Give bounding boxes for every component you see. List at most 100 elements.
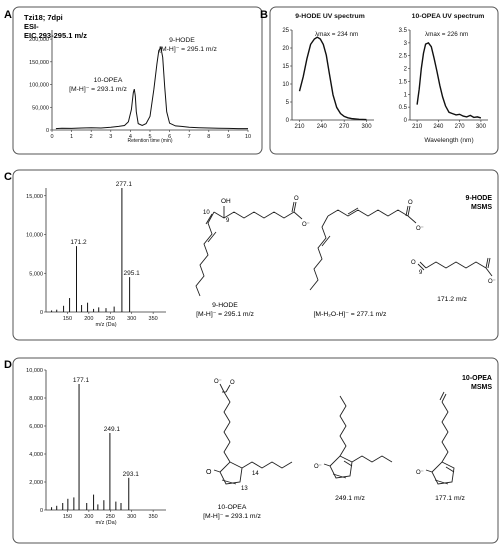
x-tick-label: 210 [412,124,423,130]
frag249-ion: 249.1 m/z [335,495,365,502]
panel-a-header-1: Tzi18; 7dpi [24,13,63,22]
uv-title-opea: 10-OPEA UV spectrum [412,13,485,20]
y-tick-label: 2,000 [29,480,43,486]
hode-carboxylate-label: O⁻ [302,222,310,228]
x-tick-label: 200 [84,316,93,322]
hode-msms-chart: 150 200 250 300 350 0 5,000 10,000 15,000 m/z (Da… [26,181,166,328]
y-tick-label: 6,000 [29,424,43,430]
x-tick-label: 10 [245,134,251,140]
peak-label: 171.2 [70,239,87,246]
frag171-carboxylate-label: O⁻ [488,279,496,285]
hode-uv-chart: 210 240 270 300 0 5 10 15 20 25 9-HODE UV spectrum… [282,13,374,130]
x-axis-label: m/z (Da) [95,520,116,526]
y-tick-label: 100,000 [29,83,49,89]
y-tick-label: 3 [404,41,408,47]
panel-a-header-3: EIC 293-295.1 m/z [24,31,87,40]
peak-annotation-opea-name: 10-OPEA [94,77,123,84]
x-tick-label: 350 [149,514,158,520]
y-tick-label: 150,000 [29,60,49,66]
x-tick-label: 6 [168,134,171,140]
x-axis-label: m/z (Da) [95,322,116,328]
opea-carbonyl-label: O [230,380,235,386]
panel-a-header-2: ESI- [24,22,39,31]
y-tick-label: 2 [404,67,408,73]
hode-oh-label: OH [221,198,231,205]
frag277-carboxylate-label: O⁻ [416,226,424,232]
uv-title-hode: 9-HODE UV spectrum [295,13,365,20]
chromatogram-chart: 0 1 2 3 4 5 6 7 8 9 10 0 50,000 100,000 150,000 200,000… [29,30,251,144]
frag171-ion: 171.2 m/z [437,296,467,303]
peak-label: 295.1 [123,270,140,277]
panel-a-frame [12,6,263,155]
x-tick-label: 270 [339,124,350,130]
hode-name: 9-HODE [212,302,238,309]
x-tick-label: 250 [106,316,115,322]
hode-carbonyl-label: O [294,196,299,202]
y-tick-label: 15 [282,64,289,70]
x-tick-label: 9 [227,134,230,140]
panel-d-title-1: 10-OPEA [462,375,492,382]
opea-msms-chart: 150 200 250 300 350 0 2,000 4,000 6,000 8,000 10,0… [26,368,166,526]
frag177-oxide-label: O⁻ [416,470,424,476]
x-tick-label: 2 [90,134,93,140]
y-tick-label: 1.5 [399,79,408,85]
x-tick-label: 1 [70,134,73,140]
panel-letter-c: C [4,171,12,183]
opea-uv-chart: 210 240 270 300 0 0.5 1 1.5 2 2.5 3 3.5 Wavelength (… [399,13,488,144]
x-tick-label: 150 [63,316,72,322]
x-tick-label: 4 [129,134,132,140]
x-tick-label: 210 [294,124,305,130]
y-tick-label: 10,000 [26,233,43,239]
panel-c-title-2: MSMS [471,204,492,211]
y-tick-label: 50,000 [32,105,49,111]
peak-label: 293.1 [123,471,140,478]
series-line [298,36,367,121]
frag171-c9-label: 9 [419,270,423,276]
y-tick-label: 5,000 [29,271,43,277]
y-tick-label: 2.5 [399,54,408,60]
peak-annotation-opea-ion: [M-H]⁻ = 293.1 m/z [69,86,127,93]
y-tick-label: 10,000 [26,368,43,374]
x-tick-label: 8 [207,134,210,140]
hode-ion: [M-H]⁻ = 295.1 m/z [196,311,254,318]
x-tick-label: 200 [84,514,93,520]
structure-249-fragment [323,395,393,479]
y-tick-label: 0.5 [399,105,408,111]
y-tick-label: 4,000 [29,452,43,458]
hode-c10-label: 10 [203,210,210,216]
y-tick-label: 0 [40,310,43,316]
x-tick-label: 0 [50,134,53,140]
y-tick-label: 0 [404,118,408,124]
panel-d-title-2: MSMS [471,384,492,391]
x-tick-label: 240 [433,124,444,130]
opea-ion: [M-H]⁻ = 293.1 m/z [203,513,261,520]
panel-c-frame [12,169,499,341]
structure-277-fragment [309,205,417,291]
x-tick-label: 5 [148,134,151,140]
opea-carboxylate-label: O⁻ [214,379,222,385]
y-tick-label: 1 [404,92,408,98]
y-tick-label: 15,000 [26,194,43,200]
peak-annotation-hode-name: 9-HODE [169,37,195,44]
opea-ketone-label: O [206,469,212,476]
frag171-aldehyde-label: O [411,260,416,266]
x-tick-label: 300 [127,316,136,322]
y-tick-label: 8,000 [29,396,43,402]
frag277-carbonyl-label: O [408,200,413,206]
y-tick-label: 0 [40,508,43,514]
lambda-max-hode: λmax = 234 nm [315,31,358,38]
y-tick-label: 5 [286,100,290,106]
x-tick-label: 300 [127,514,136,520]
y-tick-label: 10 [282,82,289,88]
peak-label: 249.1 [104,426,121,433]
y-tick-label: 200,000 [29,37,49,43]
panel-letter-a: A [4,9,12,21]
structure-9-hode [195,201,303,297]
peak-annotation-hode-ion: [M-H]⁻ = 295.1 m/z [159,46,217,53]
x-tick-label: 300 [362,124,373,130]
structure-177-fragment [425,391,455,485]
x-tick-label: 150 [63,514,72,520]
series-line [55,45,248,130]
x-axis-label: Retention time (min) [127,138,172,144]
